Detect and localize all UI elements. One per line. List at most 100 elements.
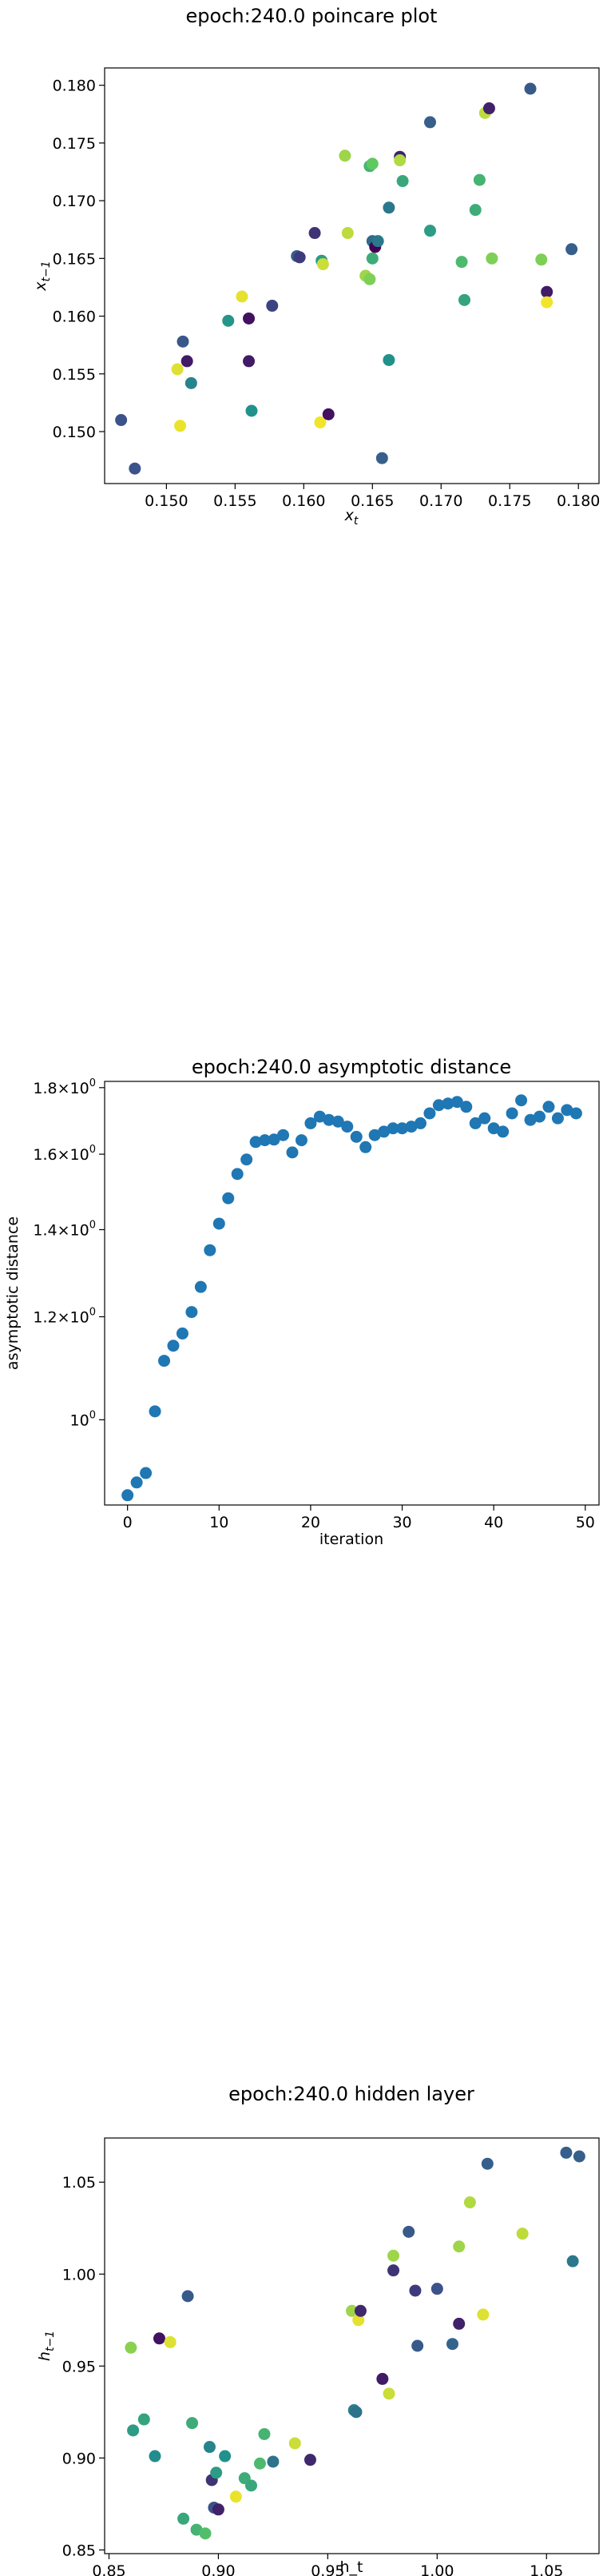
data-point	[551, 1112, 564, 1125]
x-tick-label: 0.155	[213, 492, 256, 510]
y-tick-exponent: 0	[89, 1409, 96, 1421]
tick-group: 0.85 0.90 0.95 1.00 1.05 0.85 0.90 0.95 1.00 1.05	[62, 2174, 564, 2576]
data-point	[258, 2427, 271, 2440]
y-tick-label: 1.05	[62, 2174, 96, 2192]
data-point	[316, 258, 329, 271]
data-point	[308, 227, 321, 240]
data-point	[396, 1122, 409, 1135]
data-point	[199, 2527, 212, 2540]
y-tick-label: 0.85	[62, 2542, 96, 2559]
data-point	[409, 2284, 422, 2297]
data-point	[455, 256, 468, 269]
data-point	[541, 296, 553, 309]
x-tick-label: 0.175	[488, 492, 531, 510]
data-point	[158, 1355, 171, 1368]
asymptotic-distance-chart: epoch:240.0 asymptotic distance 0 10 20 30 4…	[4, 1056, 600, 1548]
data-point	[245, 2479, 258, 2492]
data-point	[453, 2240, 466, 2253]
data-point	[535, 253, 548, 266]
data-point	[266, 300, 279, 313]
data-point	[137, 2413, 150, 2426]
data-point	[387, 1122, 399, 1135]
chart-title: epoch:240.0 poincare plot	[186, 5, 438, 27]
data-point	[450, 1096, 463, 1109]
y-tick-label: 1.4×100	[33, 1219, 96, 1239]
data-point	[368, 1129, 381, 1141]
hidden-layer-chart: epoch:240.0 hidden layer 0.85 0.90 0.95 1.0…	[36, 2083, 600, 2576]
data-point	[231, 1168, 244, 1181]
data-point	[174, 420, 187, 432]
data-point	[424, 225, 437, 237]
data-point	[313, 1110, 326, 1123]
data-point	[542, 1101, 555, 1113]
data-point	[387, 2249, 400, 2262]
data-point	[130, 1476, 143, 1489]
data-point	[516, 2228, 529, 2240]
chart-title: epoch:240.0 asymptotic distance	[192, 1056, 511, 1078]
data-point	[304, 1117, 317, 1129]
data-point	[293, 251, 306, 264]
data-point	[177, 335, 189, 348]
data-point	[140, 1467, 153, 1479]
data-point	[469, 204, 482, 217]
data-point	[212, 2503, 224, 2516]
y-tick-label: 0.175	[53, 135, 96, 153]
data-point	[186, 2417, 199, 2430]
data-point	[446, 2338, 458, 2351]
data-point	[203, 2441, 216, 2454]
x-tick-label: 0	[123, 1514, 133, 1531]
data-point	[339, 149, 351, 162]
data-point	[569, 1107, 582, 1120]
data-point	[383, 2387, 395, 2400]
data-point	[375, 452, 388, 464]
data-point	[573, 2150, 585, 2163]
data-point	[127, 2424, 140, 2437]
x-tick-label: 30	[392, 1514, 411, 1531]
x-tick-label: 1.05	[530, 2562, 563, 2576]
y-tick-label: 0.155	[53, 366, 96, 384]
data-point	[477, 2308, 490, 2321]
y-tick-label: 0.150	[53, 424, 96, 441]
data-point	[350, 1130, 363, 1143]
y-tick-label: 1.2×100	[33, 1306, 96, 1326]
data-point	[167, 1340, 180, 1352]
data-point	[481, 2157, 494, 2170]
data-point	[561, 1104, 573, 1117]
data-point	[541, 285, 553, 298]
y-tick-label: 0.165	[53, 250, 96, 268]
data-point	[181, 355, 193, 368]
data-point	[383, 353, 395, 366]
data-point	[149, 2450, 161, 2463]
data-point	[181, 2290, 194, 2303]
data-point	[387, 2264, 400, 2277]
data-point	[253, 2457, 266, 2470]
data-point	[524, 1113, 537, 1126]
x-tick-label: 0.85	[92, 2562, 125, 2576]
data-point	[171, 363, 184, 376]
data-point	[149, 1405, 161, 1418]
data-point	[267, 2455, 280, 2468]
y-tick-label: 1.8×100	[33, 1077, 96, 1097]
data-point	[533, 1110, 546, 1123]
x-tick-label: 0.170	[419, 492, 462, 510]
y-tick-exponent: 0	[89, 1219, 96, 1231]
x-tick-label: 10	[209, 1514, 228, 1531]
x-tick-label: 0.150	[145, 492, 188, 510]
plot-frame	[104, 2137, 600, 2554]
poincare-chart: epoch:240.0 poincare plot 0.150 0.155 0.16…	[32, 5, 600, 528]
data-point	[565, 243, 578, 256]
x-tick-label: 0.165	[351, 492, 394, 510]
data-point	[366, 252, 379, 265]
data-point	[396, 175, 409, 188]
data-point	[125, 2341, 137, 2354]
data-point	[442, 1097, 454, 1110]
data-point	[346, 2304, 358, 2317]
data-point	[423, 1107, 436, 1120]
data-point	[245, 404, 258, 417]
data-point	[243, 355, 256, 368]
data-point	[341, 227, 354, 240]
y-tick-label: 0.160	[53, 309, 96, 326]
data-point	[219, 2450, 232, 2463]
data-point	[243, 312, 256, 324]
data-point	[432, 1099, 445, 1112]
